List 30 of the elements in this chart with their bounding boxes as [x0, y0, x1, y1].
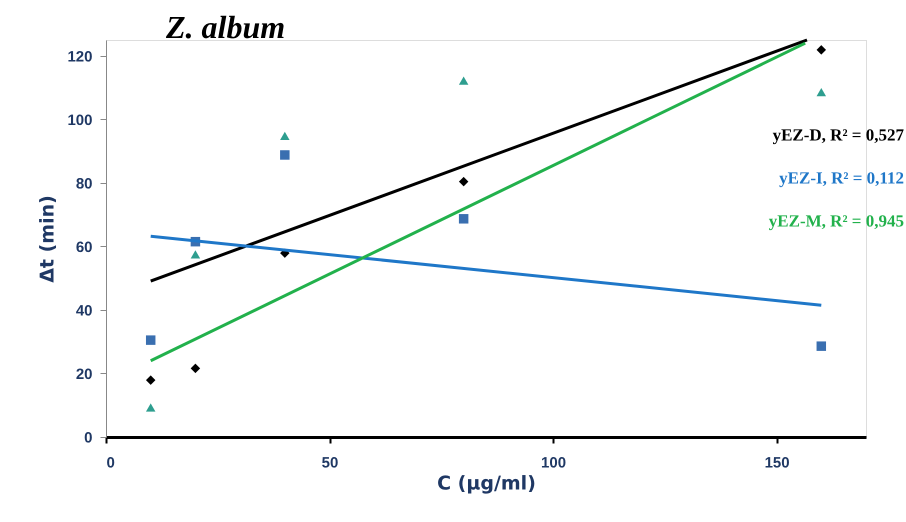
point [458, 76, 468, 85]
y-tick-label: 40 [76, 302, 92, 320]
y-tick-label: 0 [84, 430, 92, 446]
x-tick-label: 0 [106, 454, 115, 472]
point [816, 45, 826, 55]
y-axis-title: Δt (min) [36, 195, 58, 283]
x-tick-label: 100 [541, 454, 566, 472]
point [280, 132, 290, 140]
x-tick-label: 50 [322, 454, 338, 472]
point [458, 176, 468, 186]
chart-title: Z. album [165, 9, 286, 45]
point [146, 375, 156, 385]
point [280, 150, 290, 160]
point [146, 335, 156, 345]
point [458, 214, 468, 224]
point [190, 250, 200, 258]
x-axis-title: C (μg/ml) [437, 472, 536, 494]
text: yEZ-I, R² = 0,112 [779, 168, 904, 188]
text: yEZ-D, R² = 0,527 [772, 125, 904, 144]
point [816, 341, 826, 351]
y-tick-label: 20 [76, 366, 92, 383]
point [146, 403, 156, 412]
y-tick-label: 80 [76, 175, 92, 192]
y-tick-label: 100 [67, 112, 92, 129]
point [816, 88, 826, 96]
y-tick-label: 60 [76, 238, 92, 256]
text: yEZ-M, R² = 0,945 [768, 211, 904, 230]
x-tick-label: 150 [764, 454, 790, 472]
point [190, 364, 200, 374]
y-tick-label: 120 [67, 48, 92, 66]
